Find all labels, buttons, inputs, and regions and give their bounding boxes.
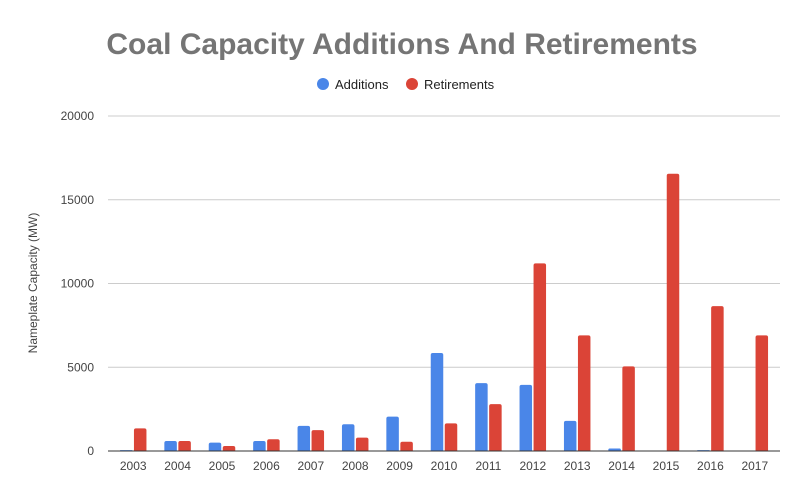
bar-retirements-2010	[444, 423, 458, 451]
bar-additions-2012	[519, 384, 533, 451]
bar-additions-2014	[608, 448, 621, 451]
x-tick-label: 2007	[297, 459, 324, 473]
legend-swatch-retirements	[406, 78, 418, 90]
legend-swatch-additions	[317, 78, 329, 90]
x-tick-label: 2005	[209, 459, 236, 473]
x-tick-label: 2006	[253, 459, 280, 473]
bars	[119, 173, 769, 451]
bar-additions-2011	[475, 383, 488, 451]
bar-retirements-2011	[489, 404, 502, 451]
bar-additions-2007	[297, 425, 311, 451]
bar-retirements-2015	[666, 173, 680, 451]
y-tick-label: 20000	[61, 109, 95, 123]
x-tick-label: 2013	[564, 459, 591, 473]
bar-additions-2008	[341, 424, 355, 451]
bar-retirements-2017	[755, 335, 769, 451]
x-tick-label: 2012	[519, 459, 546, 473]
bar-retirements-2007	[311, 430, 325, 451]
y-tick-label: 0	[87, 444, 94, 458]
bar-retirements-2012	[533, 263, 547, 451]
x-tick-label: 2009	[386, 459, 413, 473]
bar-additions-2004	[164, 440, 177, 451]
y-axis-ticks: 0 5000 10000 15000 20000	[61, 109, 95, 458]
bar-additions-2009	[386, 416, 399, 451]
x-tick-label: 2017	[741, 459, 768, 473]
bar-retirements-2008	[355, 437, 369, 451]
x-tick-label: 2008	[342, 459, 369, 473]
bar-retirements-2005	[222, 445, 236, 451]
bar-retirements-2003	[133, 428, 147, 451]
bar-retirements-2013	[577, 335, 591, 451]
bar-retirements-2014	[622, 366, 635, 451]
x-tick-label: 2011	[475, 459, 501, 473]
bar-additions-2006	[253, 440, 266, 451]
x-tick-label: 2004	[164, 459, 191, 473]
x-axis-ticks: 2003 2004 2005 2006 2007 2008 2009 2010 2011 2012…	[120, 459, 769, 473]
bar-retirements-2004	[178, 440, 191, 451]
y-tick-label: 15000	[61, 193, 95, 207]
bar-retirements-2016	[711, 306, 724, 451]
legend: Additions Retirements	[317, 77, 495, 92]
y-tick-label: 5000	[67, 360, 94, 374]
x-tick-label: 2015	[653, 459, 680, 473]
bar-retirements-2009	[400, 441, 413, 451]
y-tick-label: 10000	[61, 277, 95, 291]
bar-additions-2005	[208, 442, 222, 451]
bar-additions-2013	[563, 420, 577, 451]
y-axis-label: Nameplate Capacity (MW)	[26, 213, 40, 354]
chart-title: Coal Capacity Additions And Retirements	[106, 28, 697, 61]
legend-label-retirements: Retirements	[424, 77, 495, 92]
bar-retirements-2006	[267, 439, 280, 451]
x-tick-label: 2003	[120, 459, 147, 473]
legend-label-additions: Additions	[335, 77, 389, 92]
bar-additions-2010	[430, 353, 444, 451]
x-tick-label: 2016	[697, 459, 724, 473]
x-tick-label: 2010	[431, 459, 458, 473]
x-tick-label: 2014	[608, 459, 635, 473]
